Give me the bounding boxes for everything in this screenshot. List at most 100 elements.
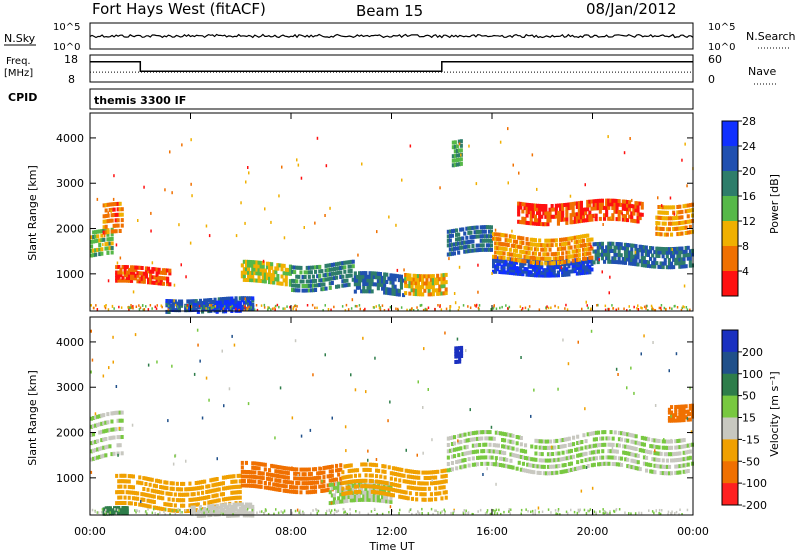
heatmap-cell bbox=[519, 266, 523, 271]
heatmap-cell bbox=[221, 300, 225, 305]
heatmap-cell bbox=[408, 474, 412, 479]
heatmap-speckle bbox=[199, 510, 201, 514]
heatmap-speckle bbox=[405, 448, 407, 452]
heatmap-cell bbox=[619, 202, 623, 207]
heatmap-cell bbox=[316, 274, 320, 279]
heatmap-speckle bbox=[418, 512, 421, 515]
heatmap-cell bbox=[157, 275, 161, 280]
heatmap-cell bbox=[129, 490, 133, 495]
heatmap-cell bbox=[582, 243, 586, 248]
heatmap-cell bbox=[397, 278, 401, 283]
heatmap-cell bbox=[335, 266, 339, 271]
heatmap-cell bbox=[688, 260, 692, 264]
heatmap-cell bbox=[678, 470, 682, 475]
heatmap-speckle bbox=[172, 462, 175, 466]
colorbar-tick-label: 50 bbox=[742, 390, 756, 403]
heatmap-cell bbox=[230, 307, 234, 312]
heatmap-cell bbox=[211, 488, 215, 493]
heatmap-cell bbox=[459, 143, 463, 148]
heatmap-cell bbox=[554, 242, 558, 247]
heatmap-speckle bbox=[244, 297, 246, 301]
heatmap-cell bbox=[110, 218, 114, 223]
heatmap-cell bbox=[665, 232, 669, 237]
heatmap-cell bbox=[557, 451, 561, 456]
heatmap-cell bbox=[381, 464, 385, 469]
heatmap-cell bbox=[670, 250, 674, 255]
heatmap-speckle bbox=[283, 236, 286, 240]
heatmap-cell bbox=[309, 265, 313, 270]
heatmap-speckle bbox=[132, 305, 134, 308]
heatmap-cell bbox=[578, 446, 582, 451]
heatmap-cell bbox=[586, 267, 590, 272]
heatmap-cell bbox=[173, 503, 177, 508]
heatmap-speckle bbox=[107, 512, 109, 516]
heatmap-cell bbox=[584, 270, 588, 275]
heatmap-speckle bbox=[312, 509, 314, 512]
heatmap-cell bbox=[594, 249, 598, 254]
heatmap-cell bbox=[385, 290, 389, 295]
heatmap-cell bbox=[461, 458, 465, 463]
heatmap-cell bbox=[592, 199, 596, 204]
heatmap-cell bbox=[90, 457, 94, 462]
heatmap-cell bbox=[372, 275, 376, 280]
heatmap-cell bbox=[548, 247, 552, 252]
heatmap-cell bbox=[540, 204, 544, 208]
heatmap-cell bbox=[688, 219, 692, 224]
heatmap-cell bbox=[519, 258, 523, 263]
heatmap-cell bbox=[544, 261, 548, 266]
heatmap-cell bbox=[415, 491, 419, 496]
heatmap-cell bbox=[192, 305, 196, 310]
heatmap-speckle bbox=[660, 304, 663, 307]
heatmap-cell bbox=[586, 457, 590, 462]
heatmap-cell bbox=[396, 472, 400, 477]
heatmap-cell bbox=[228, 298, 232, 303]
heatmap-cell bbox=[628, 207, 632, 212]
heatmap-cell bbox=[519, 249, 523, 254]
heatmap-cell bbox=[393, 288, 397, 293]
heatmap-cell bbox=[110, 508, 114, 513]
heatmap-cell bbox=[396, 483, 400, 488]
heatmap-cell bbox=[609, 245, 613, 250]
heatmap-cell bbox=[240, 307, 244, 312]
heatmap-cell bbox=[607, 449, 611, 454]
heatmap-cell bbox=[502, 251, 506, 256]
heatmap-cell bbox=[389, 496, 393, 501]
heatmap-cell bbox=[550, 207, 554, 212]
heatmap-cell bbox=[295, 265, 299, 270]
heatmap-cell bbox=[515, 258, 519, 262]
heatmap-cell bbox=[116, 223, 120, 228]
heatmap-cell bbox=[607, 461, 611, 466]
heatmap-cell bbox=[509, 458, 513, 463]
heatmap-cell bbox=[569, 455, 573, 460]
heatmap-cell bbox=[567, 269, 571, 274]
heatmap-cell bbox=[261, 264, 265, 269]
heatmap-speckle bbox=[686, 508, 689, 512]
heatmap-speckle bbox=[681, 158, 683, 162]
heatmap-cell bbox=[655, 215, 659, 220]
heatmap-speckle bbox=[686, 417, 689, 421]
heatmap-cell bbox=[307, 481, 311, 486]
heatmap-cell bbox=[368, 468, 372, 472]
heatmap-speckle bbox=[681, 306, 683, 310]
heatmap-cell bbox=[391, 291, 395, 296]
colorbar-segment bbox=[722, 246, 738, 272]
heatmap-cell bbox=[510, 265, 514, 270]
heatmap-cell bbox=[318, 278, 322, 283]
heatmap-cell bbox=[448, 252, 452, 257]
heatmap-cell bbox=[247, 267, 251, 272]
heatmap-cell bbox=[565, 456, 569, 461]
heatmap-cell bbox=[211, 483, 215, 488]
heatmap-cell bbox=[347, 490, 351, 495]
heatmap-cell bbox=[159, 495, 163, 500]
heatmap-cell bbox=[125, 479, 129, 484]
heatmap-cell bbox=[136, 279, 140, 284]
heatmap-cell bbox=[498, 450, 502, 455]
heatmap-cell bbox=[515, 447, 519, 452]
heatmap-cell bbox=[389, 492, 393, 497]
heatmap-cell bbox=[638, 467, 642, 472]
heatmap-cell bbox=[345, 485, 349, 490]
heatmap-cell bbox=[659, 471, 663, 475]
heatmap-cell bbox=[505, 464, 509, 469]
heatmap-cell bbox=[690, 403, 694, 408]
heatmap-cell bbox=[563, 463, 567, 467]
